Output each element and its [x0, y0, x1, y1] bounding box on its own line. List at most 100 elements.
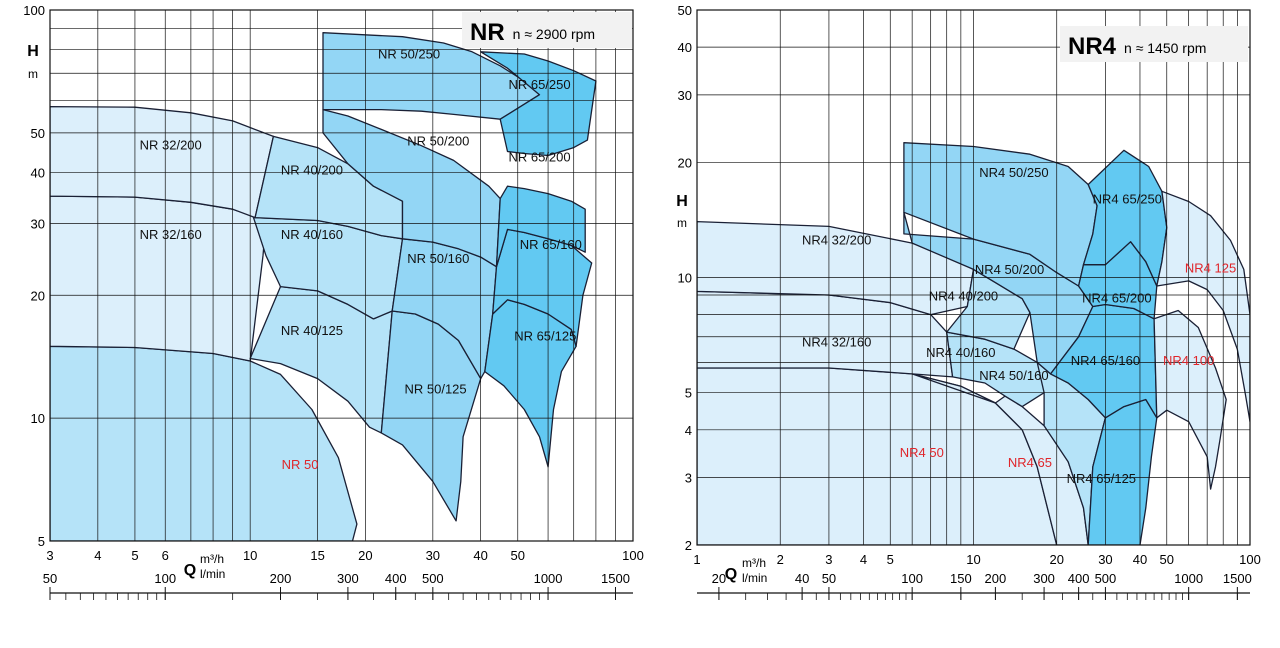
region-nr-65-200 [495, 185, 586, 268]
plot-frame [49, 9, 634, 542]
title-box [1060, 26, 1248, 62]
grid-lines [50, 10, 633, 541]
x-tick-label: 10 [243, 548, 257, 563]
chart-title: NR [470, 19, 505, 46]
y-tick-label: 50 [678, 3, 692, 18]
x-tick-label: 3 [825, 552, 832, 567]
x-tick-label: 2 [777, 552, 784, 567]
label-nr4-125: NR4 125 [1185, 261, 1236, 276]
lmin-tick-label: 20 [712, 571, 726, 586]
x-axis-label: Q [725, 566, 737, 583]
x-tick-label: 20 [1050, 552, 1064, 567]
label-nr4-65-160: NR4 65/160 [1071, 353, 1140, 368]
region-nr4-65-250 [1082, 149, 1168, 287]
label-nr-50-250: NR 50/250 [378, 47, 440, 62]
lmin-tick-label: 100 [901, 571, 923, 586]
x-tick-label: 100 [622, 548, 644, 563]
label-nr4-32-200: NR4 32/200 [802, 232, 871, 247]
lmin-tick-label: 200 [985, 571, 1007, 586]
y-tick-label: 2 [685, 538, 692, 553]
label-nr-50-160: NR 50/160 [407, 251, 469, 266]
y-tick-label: 40 [31, 165, 45, 180]
lmin-tick-label: 400 [1068, 571, 1090, 586]
x-tick-label: 6 [162, 548, 169, 563]
y-tick-label: 10 [31, 411, 45, 426]
label-nr4-40-160: NR4 40/160 [926, 345, 995, 360]
title-box [462, 12, 632, 48]
lmin-tick-label: 500 [422, 571, 444, 586]
x-tick-label: 20 [358, 548, 372, 563]
label-nr-40-200: NR 40/200 [281, 163, 343, 178]
chart-subtitle: n ≈ 1450 rpm [1124, 40, 1206, 56]
x-tick-label: 100 [1239, 552, 1261, 567]
x-tick-label: 10 [966, 552, 980, 567]
pump-regions [697, 142, 1250, 545]
lmin-tick-label: 200 [270, 571, 292, 586]
y-axis-unit: m [28, 67, 38, 81]
y-tick-label: 3 [685, 471, 692, 486]
region-nr4-125 [1156, 190, 1250, 423]
lmin-tick-label: 500 [1095, 571, 1117, 586]
x-tick-label: 50 [511, 548, 525, 563]
lmin-tick-label: 400 [385, 571, 407, 586]
x-axis-label: Q [184, 562, 196, 579]
x-tick-label: 3 [46, 548, 53, 563]
y-tick-label: 5 [685, 386, 692, 401]
label-nr4-50: NR4 50 [900, 445, 944, 460]
label-nr-65-125: NR 65/125 [514, 328, 576, 343]
label-nr-40-160: NR 40/160 [281, 227, 343, 242]
label-nr4-32-160: NR4 32/160 [802, 335, 871, 350]
x-axis-unit-m3h: m³/h [200, 552, 224, 566]
label-nr-32-200: NR 32/200 [140, 138, 202, 153]
lmin-tick-label: 300 [1033, 571, 1055, 586]
y-tick-label: 40 [678, 40, 692, 55]
label-nr4-65-200: NR4 65/200 [1082, 291, 1151, 306]
chart-title: NR4 [1068, 33, 1117, 60]
lmin-tick-label: 150 [950, 571, 972, 586]
x-tick-label: 30 [1098, 552, 1112, 567]
label-nr4-50-200: NR4 50/200 [975, 262, 1044, 277]
x-tick-label: 5 [887, 552, 894, 567]
label-nr-40-125: NR 40/125 [281, 323, 343, 338]
plot-frame [696, 9, 1251, 546]
label-nr4-65-250: NR4 65/250 [1093, 192, 1162, 207]
y-tick-label: 5 [38, 534, 45, 549]
label-nr-65-250: NR 65/250 [508, 77, 570, 92]
x-axis-unit-m3h: m³/h [742, 556, 766, 570]
label-nr-65-160: NR 65/160 [520, 237, 582, 252]
chart-nr-2900rpm: NR 50 NR 32/160 NR 32/200 NR 40/125 NR 40/16… [23, 3, 644, 600]
label-nr4-50-250: NR4 50/250 [979, 165, 1048, 180]
x-tick-label: 15 [310, 548, 324, 563]
y-tick-label: 30 [678, 88, 692, 103]
x-axis-unit-lmin: l/min [742, 571, 767, 585]
label-nr-50-200: NR 50/200 [407, 134, 469, 149]
y-axis-label: H [27, 43, 39, 60]
x-tick-label: 50 [1160, 552, 1174, 567]
region-nr-32-160 [50, 195, 267, 362]
label-nr-50: NR 50 [282, 457, 319, 472]
label-nr4-100: NR4 100 [1163, 353, 1214, 368]
y-tick-label: 4 [685, 423, 692, 438]
lmin-tick-label: 1000 [1174, 571, 1203, 586]
region-nr-65-250 [480, 51, 597, 157]
label-nr4-40-200: NR4 40/200 [929, 289, 998, 304]
x-tick-label: 1 [693, 552, 700, 567]
x-tick-label: 40 [473, 548, 487, 563]
lmin-tick-label: 40 [795, 571, 809, 586]
grid-lines [697, 10, 1250, 545]
label-nr-65-200: NR 65/200 [508, 150, 570, 165]
x-tick-label: 4 [860, 552, 867, 567]
y-tick-label: 100 [23, 3, 45, 18]
y-tick-label: 50 [31, 126, 45, 141]
pump-regions [50, 32, 597, 541]
chart-nr4-1450rpm: NR4 50 NR4 65 NR4 32/160 NR4 32/200 NR4 40/1… [676, 3, 1261, 600]
y-axis-label: H [676, 193, 688, 210]
y-axis-unit: m [677, 216, 687, 230]
y-tick-label: 20 [31, 288, 45, 303]
x-tick-label: 30 [426, 548, 440, 563]
chart-subtitle: n ≈ 2900 rpm [513, 26, 595, 42]
lmin-tick-label: 100 [154, 571, 176, 586]
x-tick-label: 5 [131, 548, 138, 563]
y-tick-label: 10 [678, 271, 692, 286]
lmin-tick-label: 50 [822, 571, 836, 586]
